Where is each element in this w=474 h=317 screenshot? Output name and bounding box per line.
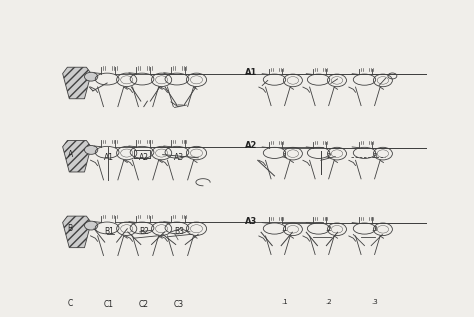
Text: C2: C2 bbox=[139, 301, 149, 309]
Text: A: A bbox=[68, 150, 73, 159]
Text: A2: A2 bbox=[245, 141, 257, 150]
Text: B1: B1 bbox=[104, 227, 114, 236]
Text: A1: A1 bbox=[104, 153, 114, 162]
Text: .2: .2 bbox=[326, 299, 332, 305]
Text: .1: .1 bbox=[282, 226, 288, 232]
Text: .3: .3 bbox=[372, 299, 378, 305]
Text: C: C bbox=[68, 299, 73, 308]
Circle shape bbox=[84, 146, 98, 154]
Text: A3: A3 bbox=[245, 217, 257, 226]
Text: C1: C1 bbox=[104, 301, 114, 309]
Text: A1: A1 bbox=[245, 68, 257, 77]
Text: .3: .3 bbox=[372, 153, 378, 159]
Text: B2: B2 bbox=[139, 227, 149, 236]
Text: C3: C3 bbox=[174, 301, 184, 309]
Text: A3: A3 bbox=[174, 153, 184, 162]
Bar bbox=[134, 150, 150, 158]
Text: A2: A2 bbox=[139, 153, 149, 162]
Text: .3: .3 bbox=[372, 226, 378, 232]
Text: .2: .2 bbox=[326, 153, 332, 159]
Text: B3: B3 bbox=[174, 227, 184, 236]
Circle shape bbox=[84, 221, 98, 230]
Text: .1: .1 bbox=[282, 153, 288, 159]
Text: .1: .1 bbox=[282, 299, 288, 305]
Text: .2: .2 bbox=[326, 226, 332, 232]
Polygon shape bbox=[63, 216, 91, 248]
Polygon shape bbox=[63, 67, 91, 99]
Circle shape bbox=[84, 72, 98, 81]
Text: B: B bbox=[68, 223, 73, 233]
Polygon shape bbox=[63, 140, 91, 172]
